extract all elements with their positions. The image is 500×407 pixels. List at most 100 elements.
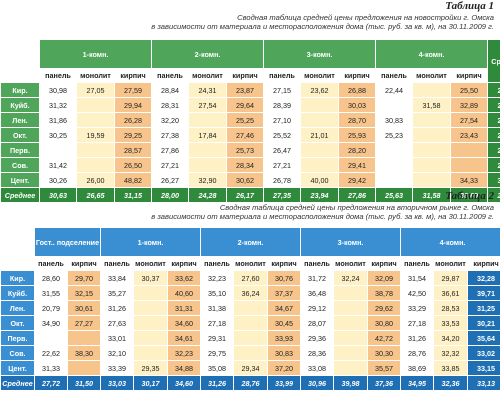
table2-cell: 30,45 <box>268 316 300 330</box>
table1-row-label: Цент. <box>1 173 39 187</box>
table1-cell <box>77 158 114 172</box>
table2-cell: 32,09 <box>368 271 400 285</box>
table1-cell: 29,42 <box>339 173 375 187</box>
table2-sub-header: кирпич <box>468 257 500 270</box>
table1-cell <box>376 173 412 187</box>
table1-group-header: 2-комн. <box>152 40 263 68</box>
table1-cell: 30,83 <box>376 113 412 127</box>
table1-cell: 28,84 <box>152 83 188 97</box>
table1-cell: 21,01 <box>301 128 338 142</box>
table1-sub-header: панель <box>376 69 412 82</box>
table1-cell: 28,34 <box>227 158 263 172</box>
table1-avg-cell: 28,00 <box>152 188 188 202</box>
table1-row-label: Лен. <box>1 113 39 127</box>
table2-cell: 28,53 <box>434 301 467 315</box>
table2-cell: 33,93 <box>268 331 300 345</box>
table1-sub-header: монолит <box>301 69 338 82</box>
table1-avg-cell: 27,35 <box>264 188 300 202</box>
table2-cell: 38,69 <box>401 361 433 375</box>
table2-group-header: 4-комн. <box>401 228 500 256</box>
table1-sub-header: кирпич <box>451 69 487 82</box>
table2-sub-header: кирпич <box>368 257 400 270</box>
table2-average-row: Среднее 27,72 31,50 33,03 30,17 34,60 31,26 28,… <box>1 376 500 390</box>
table1-row-avg: 26,23 <box>488 83 500 97</box>
table1-cell: 32,20 <box>152 113 188 127</box>
table2-cell <box>68 361 100 375</box>
table1-cell: 27,21 <box>152 158 188 172</box>
table2-cell: 33,29 <box>401 301 433 315</box>
table1-cell <box>413 128 450 142</box>
table1-cell <box>376 143 412 157</box>
table2-row-avg: 30,21 <box>468 316 500 330</box>
table2-cell <box>334 331 367 345</box>
table1-cell: 23,43 <box>451 128 487 142</box>
table1-avg-total: 28,35 <box>488 188 500 202</box>
table2-row-label: Перв. <box>1 331 34 345</box>
table1-cell: 30,26 <box>40 173 76 187</box>
table2-row-avg: 33,02 <box>468 346 500 360</box>
table-row: Сов. 22,62 38,30 32,10 32,23 29,75 30,83 28,36 3… <box>1 346 500 360</box>
table2-cell <box>134 331 167 345</box>
table2-cell: 33,62 <box>168 271 200 285</box>
table2-sub-header: панель <box>401 257 433 270</box>
table1-group-header: 4-комн. <box>376 40 487 68</box>
table1-cell: 30,62 <box>227 173 263 187</box>
table2-cell <box>134 316 167 330</box>
table2-cell: 29,75 <box>201 346 233 360</box>
table1-cell: 27,10 <box>264 113 300 127</box>
table2-avg-cell: 31,50 <box>68 376 100 390</box>
table2-avg-cell: 39,98 <box>334 376 367 390</box>
table2-group-header: 1-комн. <box>101 228 200 256</box>
table1-cell: 26,47 <box>264 143 300 157</box>
table2-cell <box>234 316 267 330</box>
table1-avg-cell: 25,63 <box>376 188 412 202</box>
table1-sub-header: панель <box>40 69 76 82</box>
table1-cell <box>77 113 114 127</box>
table1-cell: 24,31 <box>189 83 226 97</box>
table2-sub-header: кирпич <box>168 257 200 270</box>
table2-cell: 30,61 <box>68 301 100 315</box>
table2-cell: 36,48 <box>301 286 333 300</box>
table1-row-avg: 28,33 <box>488 158 500 172</box>
table1-avg-cell: 24,28 <box>189 188 226 202</box>
table2-caption-line1: Сводная таблица средней цены предложения… <box>219 203 494 212</box>
table1-cell: 25,23 <box>376 128 412 142</box>
table1-cell: 32,89 <box>451 98 487 112</box>
table1-cell: 28,57 <box>115 143 151 157</box>
table1-row-label: Окт. <box>1 128 39 142</box>
table2-cell: 30,80 <box>368 316 400 330</box>
table1-row-avg: 27,78 <box>488 128 500 142</box>
table2-cell: 31,54 <box>401 271 433 285</box>
table2-cell: 29,12 <box>301 301 333 315</box>
table2-cell: 34,60 <box>168 316 200 330</box>
table1-cell: 40,00 <box>301 173 338 187</box>
table2-cell: 38,30 <box>68 346 100 360</box>
table-row: Окт. 34,90 27,27 27,63 34,60 27,18 30,45 28,07 3… <box>1 316 500 330</box>
table-row: Лен. 31,86 26,28 32,20 25,25 27,10 28,70 30,83 2… <box>1 113 500 127</box>
table2-cell: 33,01 <box>101 331 133 345</box>
table1-sub-header: панель <box>264 69 300 82</box>
table1-row-avg: 28,51 <box>488 143 500 157</box>
table1: 1-комн.2-комн.3-комн.4-комн.Среднеепанел… <box>0 39 500 203</box>
table1-cell <box>451 143 487 157</box>
table1-cell: 27,86 <box>152 143 188 157</box>
table1-cell <box>189 158 226 172</box>
table1-cell: 30,25 <box>40 128 76 142</box>
table-row: Окт. 30,25 19,59 29,25 27,38 17,84 27,46 25,52 2… <box>1 128 500 142</box>
table2-avg-cell: 33,99 <box>268 376 300 390</box>
table1-cell <box>301 158 338 172</box>
table1-cell: 26,78 <box>264 173 300 187</box>
table2-cell: 31,31 <box>168 301 200 315</box>
table2-cell: 31,55 <box>35 286 67 300</box>
table1-cell: 28,20 <box>339 143 375 157</box>
table2-sub-header: панель <box>35 257 67 270</box>
table1-cell: 29,94 <box>115 98 151 112</box>
table2-cell: 34,90 <box>35 316 67 330</box>
table1-avg-cell: 26,65 <box>77 188 114 202</box>
table2-cell: 40,60 <box>168 286 200 300</box>
table2-cell <box>334 316 367 330</box>
table2-title: Таблица 2 <box>445 190 494 202</box>
table2-corner <box>1 228 34 270</box>
table1-cell: 27,15 <box>264 83 300 97</box>
table1-row-avg: 26,99 <box>488 113 500 127</box>
